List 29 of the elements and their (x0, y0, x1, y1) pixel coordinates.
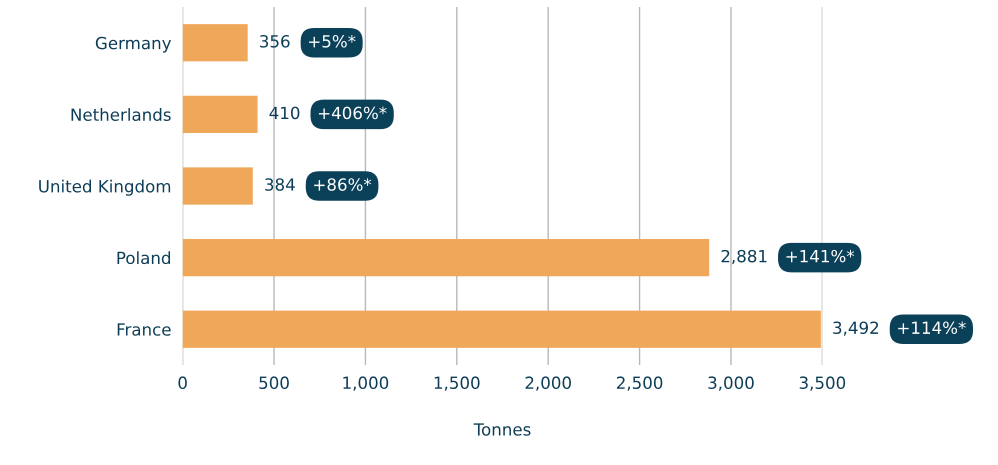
y-tick-label: Netherlands (72, 108, 171, 121)
annotation: +5%* (309, 35, 356, 48)
data-label: 410 (270, 106, 300, 120)
x-tick-label: 0 (178, 376, 187, 390)
data-label: 356 (260, 35, 290, 48)
y-tick-label: France (118, 323, 171, 336)
y-tick-label: United Kingdom (39, 180, 170, 196)
x-tick-label: 1,500 (434, 376, 480, 391)
annotation: +406%* (318, 106, 387, 120)
data-label: 2,881 (722, 250, 766, 264)
x-tick-label: 500 (259, 376, 289, 390)
bar (182, 96, 258, 134)
x-axis-title: Tonnes (474, 423, 530, 436)
bar (182, 310, 821, 348)
y-tick-label: Poland (118, 251, 170, 264)
data-label: 3,492 (833, 321, 878, 336)
data-label: 384 (265, 178, 295, 191)
y-tick-label: Germany (96, 36, 172, 53)
x-tick-label: 2,000 (526, 376, 571, 391)
x-tick-label: 1,000 (343, 376, 388, 391)
bar (182, 167, 253, 205)
x-tick-label: 3,000 (708, 376, 754, 391)
bar (182, 238, 710, 276)
text: +114%* (898, 321, 966, 334)
x-tick-label: 2,500 (616, 376, 662, 391)
annotation: +141%* (786, 250, 854, 262)
x-tick-label: 3,500 (800, 376, 846, 391)
annotation: +86%* (314, 178, 372, 191)
bar (182, 24, 248, 62)
